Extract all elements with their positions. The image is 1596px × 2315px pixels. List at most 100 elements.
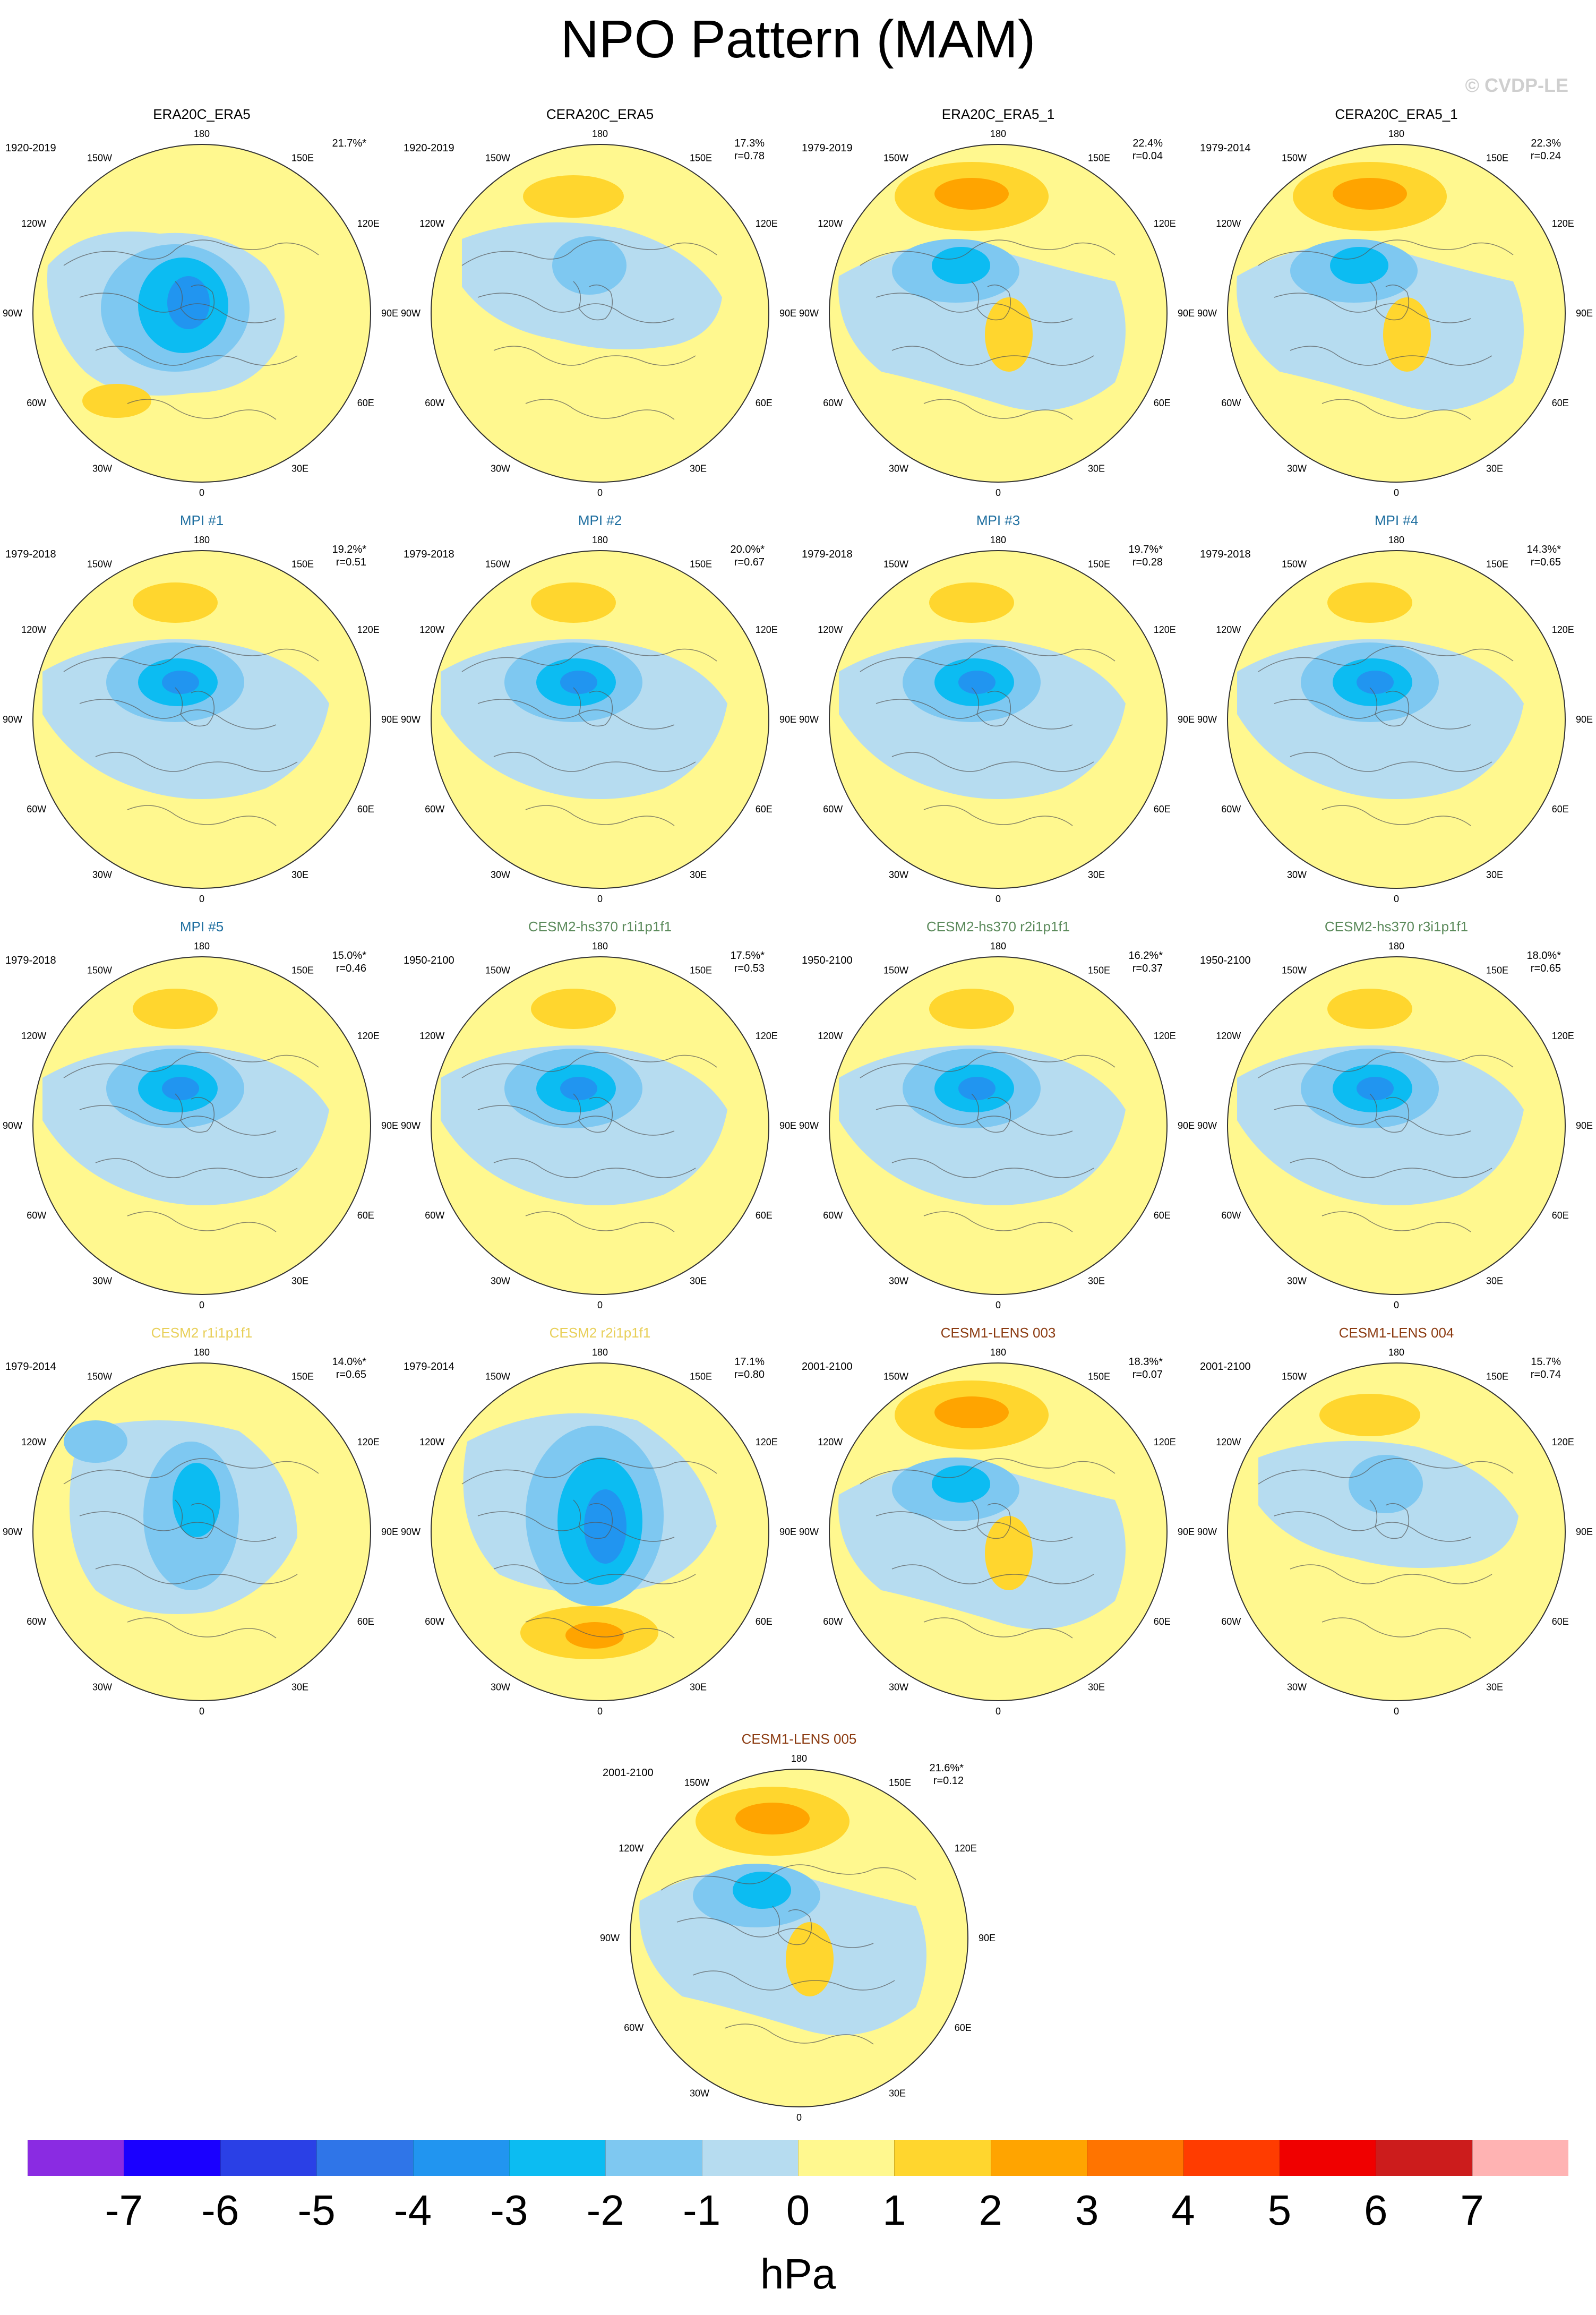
longitude-label: 150E — [690, 965, 712, 975]
map-panel: CESM2-hs370 r1i1p1f1 1950-2100 17.5%* r=0.5… — [398, 919, 802, 1311]
panel-stats: 15.0%* r=0.46 — [332, 949, 367, 975]
variance-explained: 15.7% — [1531, 1356, 1561, 1368]
panel-years: 1979-2014 — [5, 1361, 56, 1373]
variance-explained: 22.4% — [1132, 138, 1163, 149]
longitude-label: 90E — [381, 1527, 398, 1537]
longitude-label: 30W — [1287, 1682, 1307, 1693]
longitude-label: 90E — [1576, 1120, 1593, 1131]
panel-title: CESM1-LENS 004 — [1338, 1325, 1454, 1341]
longitude-label: 60E — [1154, 1210, 1171, 1221]
anomaly-contour — [1327, 989, 1412, 1029]
longitude-label: 150E — [690, 559, 712, 569]
variance-explained: 15.0%* — [332, 950, 367, 962]
longitude-label: 90E — [1576, 714, 1593, 725]
coastline — [923, 1211, 1073, 1232]
variance-explained: 17.3% — [734, 138, 765, 149]
colorbar-swatch — [798, 2140, 895, 2176]
map-boundary — [32, 956, 371, 1295]
colorbar-tick-label: 5 — [1267, 2187, 1292, 2234]
longitude-label: 30E — [1486, 1682, 1503, 1693]
map-panel: CERA20C_ERA5 1920-2019 17.3% r=0.78 180 150E 1… — [398, 106, 802, 499]
longitude-label: 180 — [990, 128, 1006, 139]
longitude-label: 60W — [1221, 1616, 1241, 1627]
coastline — [1369, 687, 1410, 727]
coastline — [1258, 1458, 1514, 1485]
longitude-label: 0 — [1394, 1706, 1399, 1717]
panel-years: 1979-2018 — [802, 548, 853, 560]
variance-explained: 20.0%* — [730, 544, 765, 555]
longitude-label: 150W — [87, 559, 112, 569]
anomaly-contour — [1319, 1394, 1420, 1436]
colorbar-swatch — [220, 2140, 317, 2176]
polar-map: 180 150E 120E 90E 60E 30E 0 30W 60W 90W 120W 150W — [600, 1753, 996, 2123]
coastline — [1290, 346, 1492, 366]
coastline — [1290, 1564, 1492, 1584]
map-panel: CESM2-hs370 r3i1p1f1 1950-2100 18.0%* r=0.6… — [1195, 919, 1596, 1311]
longitude-label: 150W — [883, 1371, 908, 1382]
coastline — [692, 1970, 895, 1991]
longitude-label: 30W — [92, 464, 112, 474]
coastline — [175, 281, 215, 321]
longitude-label: 150E — [1088, 1371, 1110, 1382]
longitude-label: 60W — [27, 804, 46, 814]
panel-title: CESM1-LENS 003 — [940, 1325, 1056, 1341]
polar-map: 180 150E 120E 90E 60E 30E 0 30W 60W 90W 120W 150W — [3, 128, 398, 498]
longitude-label: 90E — [779, 714, 796, 725]
longitude-label: 30E — [291, 1682, 308, 1693]
longitude-label: 30E — [291, 870, 308, 880]
longitude-label: 60W — [27, 1210, 46, 1221]
panel-stats: 19.2%* r=0.51 — [332, 543, 367, 569]
variance-explained: 18.3%* — [1128, 1356, 1163, 1368]
longitude-label: 150W — [684, 1777, 709, 1788]
anomaly-contour — [958, 1077, 996, 1100]
polar-map: 180 150E 120E 90E 60E 30E 0 30W 60W 90W 120W 150W — [1197, 941, 1593, 1310]
longitude-label: 60E — [1154, 398, 1171, 408]
longitude-label: 150E — [291, 152, 314, 163]
longitude-label: 90W — [799, 308, 819, 319]
coastline — [461, 239, 717, 266]
longitude-label: 120W — [419, 624, 444, 635]
panel-years: 2001-2100 — [802, 1361, 853, 1373]
longitude-label: 120E — [1154, 218, 1176, 229]
longitude-label: 30E — [690, 1276, 707, 1287]
colorbar-swatch — [1279, 2140, 1376, 2176]
polar-map: 180 150E 120E 90E 60E 30E 0 30W 60W 90W 120W 150W — [401, 941, 796, 1310]
colorbar-swatch — [316, 2140, 413, 2176]
longitude-label: 30E — [291, 1276, 308, 1287]
colorbar-tick-label: -5 — [297, 2187, 336, 2234]
coastline — [525, 399, 675, 420]
map-panel: CESM2-hs370 r2i1p1f1 1950-2100 16.2%* r=0.3… — [796, 919, 1200, 1311]
coastline — [175, 1093, 215, 1133]
map-boundary — [829, 550, 1168, 889]
panel-years: 1950-2100 — [1200, 955, 1251, 966]
longitude-label: 60E — [955, 2022, 972, 2033]
anomaly-contour — [560, 671, 597, 694]
longitude-label: 150W — [1282, 152, 1307, 163]
panel-years: 1979-2014 — [1200, 142, 1251, 154]
pattern-correlation: r=0.46 — [336, 963, 366, 974]
panel-stats: 17.5%* r=0.53 — [731, 949, 765, 975]
panel-stats: 16.2%* r=0.37 — [1129, 949, 1163, 975]
longitude-label: 150W — [87, 152, 112, 163]
coastline — [525, 1211, 675, 1232]
longitude-label: 90W — [1197, 1120, 1217, 1131]
longitude-label: 120W — [818, 1437, 843, 1447]
colorbar-swatch — [1472, 2140, 1568, 2176]
coastline — [493, 346, 696, 366]
pattern-correlation: r=0.53 — [734, 963, 765, 974]
longitude-label: 180 — [1388, 535, 1404, 545]
map-boundary — [1227, 956, 1566, 1295]
longitude-label: 60W — [1221, 398, 1241, 408]
longitude-label: 90E — [1178, 714, 1195, 725]
map-panel: MPI #2 1979-2018 20.0%* r=0.67 180 150E 120E 90… — [398, 512, 802, 905]
pattern-correlation: r=0.80 — [734, 1369, 765, 1381]
longitude-label: 120W — [1216, 218, 1241, 229]
colorbar-swatch — [509, 2140, 606, 2176]
longitude-label: 0 — [996, 1706, 1001, 1717]
longitude-label: 180 — [592, 128, 608, 139]
anomaly-contour — [162, 671, 199, 694]
coastline — [860, 1052, 1116, 1078]
longitude-label: 120W — [419, 1437, 444, 1447]
variance-explained: 17.1% — [734, 1356, 765, 1368]
anomaly-contour — [173, 1463, 220, 1537]
